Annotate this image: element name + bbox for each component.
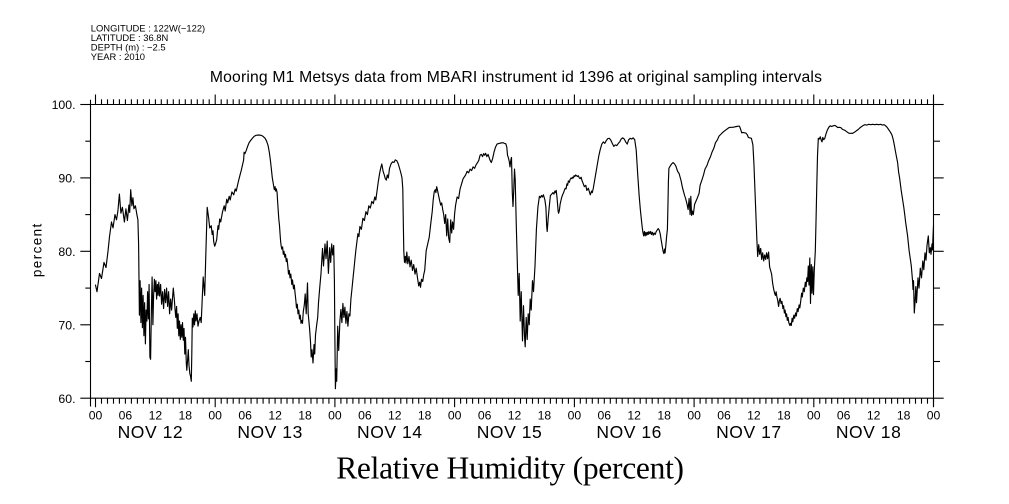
svg-text:06: 06 <box>238 408 252 422</box>
svg-text:00: 00 <box>687 408 701 422</box>
svg-text:NOV 16: NOV 16 <box>596 422 662 442</box>
svg-text:90.: 90. <box>58 172 75 186</box>
svg-text:percent: percent <box>30 222 45 277</box>
svg-text:100.: 100. <box>52 98 76 112</box>
svg-text:06: 06 <box>717 408 731 422</box>
svg-text:NOV 17: NOV 17 <box>716 422 782 442</box>
svg-text:YEAR : 2010: YEAR : 2010 <box>91 51 145 62</box>
svg-text:DEPTH (m) : −2.5: DEPTH (m) : −2.5 <box>91 41 166 52</box>
svg-text:Mooring M1 Metsys data from MB: Mooring M1 Metsys data from MBARI instru… <box>210 69 822 86</box>
svg-text:06: 06 <box>478 408 492 422</box>
svg-text:NOV 15: NOV 15 <box>477 422 543 442</box>
svg-text:18: 18 <box>538 408 552 422</box>
svg-text:NOV 12: NOV 12 <box>118 422 184 442</box>
svg-text:00: 00 <box>328 408 342 422</box>
svg-text:12: 12 <box>747 408 761 422</box>
svg-text:12: 12 <box>867 408 881 422</box>
svg-text:NOV 13: NOV 13 <box>237 422 303 442</box>
svg-text:12: 12 <box>388 408 402 422</box>
svg-text:00: 00 <box>448 408 462 422</box>
svg-text:18: 18 <box>897 408 911 422</box>
svg-text:Relative Humidity (percent): Relative Humidity (percent) <box>336 451 684 486</box>
svg-text:12: 12 <box>149 408 163 422</box>
svg-text:LATITUDE : 36.8N: LATITUDE : 36.8N <box>91 32 168 43</box>
svg-text:12: 12 <box>627 408 641 422</box>
svg-text:00: 00 <box>208 408 222 422</box>
svg-text:06: 06 <box>837 408 851 422</box>
svg-text:NOV 18: NOV 18 <box>836 422 902 442</box>
svg-text:18: 18 <box>298 408 312 422</box>
svg-text:12: 12 <box>508 408 522 422</box>
svg-text:18: 18 <box>657 408 671 422</box>
svg-text:12: 12 <box>268 408 282 422</box>
svg-text:00: 00 <box>927 408 941 422</box>
svg-text:00: 00 <box>89 408 103 422</box>
svg-text:00: 00 <box>807 408 821 422</box>
svg-text:06: 06 <box>119 408 133 422</box>
svg-text:70.: 70. <box>58 318 75 332</box>
svg-text:NOV 14: NOV 14 <box>357 422 423 442</box>
svg-text:80.: 80. <box>58 245 75 259</box>
svg-text:18: 18 <box>179 408 193 422</box>
svg-text:60.: 60. <box>58 392 75 406</box>
svg-text:06: 06 <box>598 408 612 422</box>
svg-text:18: 18 <box>418 408 432 422</box>
svg-text:18: 18 <box>777 408 791 422</box>
svg-text:00: 00 <box>568 408 582 422</box>
svg-text:06: 06 <box>358 408 372 422</box>
svg-text:LONGITUDE : 122W(−122): LONGITUDE : 122W(−122) <box>91 22 205 33</box>
